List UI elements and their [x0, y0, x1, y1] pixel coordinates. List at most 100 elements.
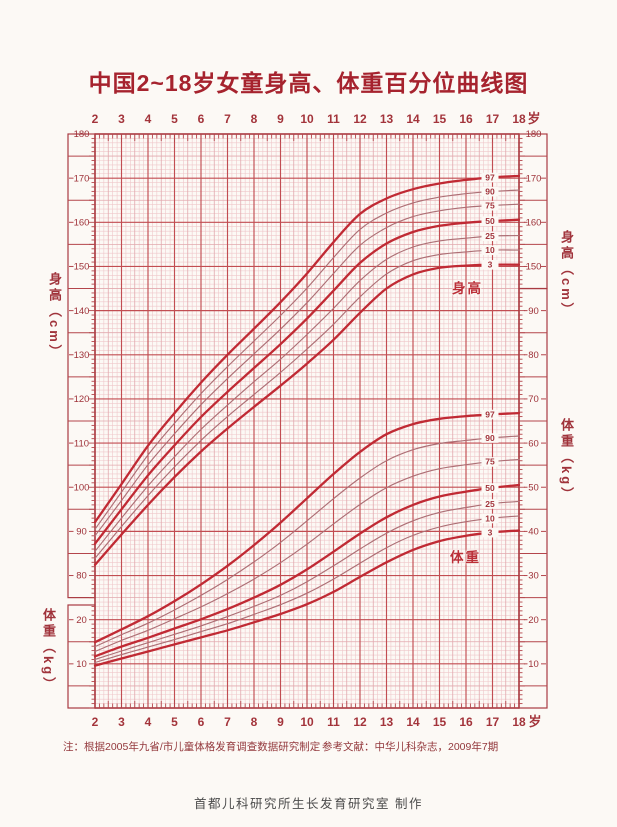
y-tick-label: 60 [528, 438, 539, 449]
height-curves [93, 174, 521, 567]
right-height-tick-labels-dashes [524, 133, 546, 267]
y-tick-label: 90 [76, 527, 87, 538]
height-percentile-label-50: 50 [485, 216, 495, 226]
percentile-label-chip [481, 527, 499, 538]
x-tick-label-top: 17 [486, 112, 500, 126]
percentile-label-chip [481, 259, 499, 270]
publisher-credit: 首都儿科研究所生长发育研究室 制作 [194, 797, 423, 811]
x-tick-labels: 2 2 3 3 4 4 5 5 6 6 7 7 8 8 9 9 10 10 11 11 12 12 13 13 14 14 15 15… [92, 111, 542, 729]
x-tick-label-top: 5 [171, 112, 178, 126]
y-tick-label: 80 [528, 350, 539, 361]
x-tick-label-bottom: 13 [380, 715, 394, 729]
weight-percentile-curve-25 [94, 500, 520, 660]
x-tick-label-bottom: 2 [92, 715, 99, 729]
percentile-label-chip [481, 216, 499, 226]
weight-percentile-label-97: 97 [485, 409, 495, 419]
right-height-axis-label: 身高（cm） [559, 230, 574, 319]
y-tick-label: 160 [74, 218, 90, 229]
y-tick-label: 10 [76, 659, 87, 670]
percentile-label-chip [481, 186, 499, 197]
weight-percentile-label-75: 75 [485, 457, 495, 467]
y-tick-label: 150 [526, 262, 542, 273]
height-percentile-curve-3 [93, 263, 521, 567]
right-height-tick-labels: 180 170 160 150 [526, 129, 542, 272]
y-tick-label: 170 [74, 173, 90, 184]
page-title: 中国2~18岁女童身高、体重百分位曲线图 [88, 70, 529, 96]
x-tick-label-bottom: 18 [512, 715, 526, 729]
left-height-axis-label: 身高（cm） [47, 272, 62, 361]
y-tick-label: 170 [526, 173, 542, 184]
height-percentile-curve-50 [93, 218, 521, 545]
y-tick-label: 90 [528, 306, 539, 317]
x-tick-label-bottom: 14 [406, 715, 420, 729]
height-percentile-curve-97 [93, 174, 521, 524]
y-tick-label: 140 [74, 306, 90, 317]
y-tick-label: 10 [528, 659, 539, 670]
x-tick-label-bottom: 10 [300, 715, 314, 729]
right-weight-tick-labels-dashes [524, 310, 546, 665]
x-tick-label-top: 15 [433, 112, 447, 126]
y-tick-label: 20 [528, 615, 539, 626]
x-tick-label-top: 10 [300, 112, 314, 126]
weight-curves [93, 411, 521, 667]
unit-ticks [89, 133, 525, 709]
height-curves-label: 身高 [452, 281, 483, 296]
left-height-tick-labels: 180 170 160 150 140 130 120 110 100 90 80 [74, 129, 90, 582]
x-tick-label-top: 13 [380, 112, 394, 126]
y-tick-label: 30 [528, 571, 539, 582]
weight-curves-label: 体重 [450, 550, 481, 565]
x-tick-label-bottom: 12 [353, 715, 367, 729]
height-percentile-label-97: 97 [485, 172, 495, 182]
percentile-label-chip [481, 499, 499, 509]
percentile-label-chip [481, 457, 499, 467]
right-weight-tick-labels: 90 80 70 60 50 40 30 20 10 [528, 306, 539, 670]
x-tick-label-top: 8 [251, 112, 258, 126]
y-tick-label: 120 [74, 394, 90, 405]
y-tick-label: 40 [528, 527, 539, 538]
weight-percentile-curve-97 [93, 411, 521, 644]
weight-percentile-label-3: 3 [488, 527, 493, 537]
x-tick-label-top: 12 [353, 112, 367, 126]
x-axis-unit-top: 岁 [527, 111, 540, 126]
x-tick-label-bottom: 15 [433, 715, 447, 729]
left-weight-tick-labels-dashes [69, 619, 74, 665]
height-percentile-curve-75 [94, 203, 520, 537]
left-height-ruler [67, 133, 96, 599]
x-tick-label-top: 16 [459, 112, 473, 126]
x-tick-label-bottom: 6 [198, 715, 205, 729]
x-tick-label-bottom: 16 [459, 715, 473, 729]
left-height-tick-labels-dashes [69, 133, 74, 577]
x-tick-label-bottom: 4 [145, 715, 152, 729]
percentile-label-chip [481, 409, 499, 420]
weight-percentile-label-90: 90 [485, 433, 495, 443]
percentile-label-chip [481, 483, 499, 493]
height-percentile-curve-10 [94, 249, 520, 559]
right-weight-ruler [518, 287, 548, 709]
height-percentile-labels: 97 90 75 50 25 10 3 [481, 172, 499, 270]
x-tick-label-top: 2 [92, 112, 99, 126]
x-tick-label-top: 6 [198, 112, 205, 126]
percentile-label-chip [481, 513, 499, 524]
y-tick-label: 110 [74, 438, 89, 449]
x-tick-label-top: 14 [406, 112, 420, 126]
y-tick-label: 130 [74, 350, 90, 361]
x-tick-label-top: 9 [277, 112, 284, 126]
weight-percentile-label-50: 50 [485, 483, 495, 493]
weight-percentile-curve-90 [94, 435, 520, 648]
y-tick-label: 180 [74, 129, 90, 140]
x-tick-label-top: 3 [118, 112, 125, 126]
x-tick-label-top: 7 [224, 112, 231, 126]
x-tick-label-bottom: 11 [327, 715, 340, 729]
weight-percentile-label-10: 10 [485, 513, 495, 523]
x-tick-label-bottom: 9 [277, 715, 284, 729]
y-tick-label: 70 [528, 394, 539, 405]
x-tick-label-bottom: 7 [224, 715, 231, 729]
weight-percentile-curve-10 [94, 515, 520, 664]
height-percentile-label-10: 10 [485, 245, 495, 255]
percentile-label-chip [481, 200, 499, 211]
x-tick-label-bottom: 17 [486, 715, 500, 729]
x-tick-label-bottom: 5 [171, 715, 178, 729]
